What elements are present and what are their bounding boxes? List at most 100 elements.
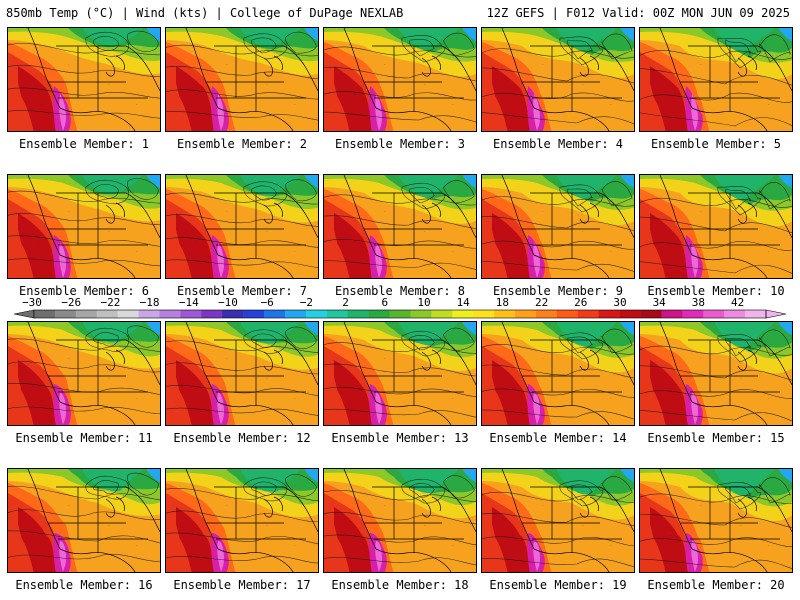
svg-text:ˊ: ˊ <box>582 525 584 531</box>
svg-text:ˊ: ˊ <box>670 535 672 541</box>
svg-text:ˋ: ˋ <box>226 64 228 70</box>
colorbar-high-arrow <box>765 309 787 319</box>
temperature-map: ˊ ˋ ˊ ˋ <box>482 28 634 131</box>
colorbar-tick-label: 2 <box>342 296 349 309</box>
ensemble-member-label: Ensemble Member: 6 <box>18 284 150 298</box>
temperature-map: ˊ ˋ ˊ ˋ <box>8 28 160 131</box>
colorbar-segment <box>494 310 516 318</box>
colorbar-segment <box>326 310 349 318</box>
temperature-map: ˊ ˋ ˊ ˋ <box>640 322 792 425</box>
temperature-colorbar: −30 −26 −22 −18 −14 −10 −6 −2 2 6 10 14 18 22 26 30 34 38… <box>13 296 787 319</box>
svg-text:ˋ: ˋ <box>542 505 544 511</box>
svg-text:ˋ: ˋ <box>610 398 612 404</box>
svg-text:ˋ: ˋ <box>542 64 544 70</box>
temperature-map: ˊ ˋ ˊ ˋ <box>166 28 318 131</box>
svg-text:ˊ: ˊ <box>512 241 514 247</box>
colorbar-tick-label: −30 <box>22 296 42 309</box>
ensemble-member-label: Ensemble Member: 3 <box>334 137 466 151</box>
ensemble-member-label: Ensemble Member: 5 <box>650 137 782 151</box>
colorbar-segment <box>34 310 56 318</box>
ensemble-member-label: Ensemble Member: 2 <box>176 137 308 151</box>
temperature-map: ˊ ˋ ˊ ˋ <box>8 322 160 425</box>
svg-text:ˊ: ˊ <box>512 94 514 100</box>
svg-text:ˊ: ˊ <box>38 94 40 100</box>
ensemble-member-label: Ensemble Member: 16 <box>15 578 153 592</box>
ensemble-member-label: Ensemble Member: 11 <box>15 431 153 445</box>
temperature-map: ˊ ˋ ˊ ˋ <box>640 175 792 278</box>
temperature-map: ˊ ˋ ˊ ˋ <box>324 469 476 572</box>
ensemble-member-label: Ensemble Member: 18 <box>331 578 469 592</box>
ensemble-panel: ˊ ˋ ˊ ˋ <box>7 174 161 279</box>
svg-text:ˊ: ˊ <box>266 378 268 384</box>
svg-text:ˋ: ˋ <box>700 211 702 217</box>
colorbar-segment <box>138 310 160 318</box>
colorbar-tick-label: 6 <box>381 296 388 309</box>
colorbar-segment <box>180 310 202 318</box>
ensemble-member-label: Ensemble Member: 10 <box>647 284 785 298</box>
svg-text:ˊ: ˊ <box>266 231 268 237</box>
colorbar-tick-label: 30 <box>613 296 626 309</box>
svg-text:ˊ: ˊ <box>354 388 356 394</box>
ensemble-panel: ˊ ˋ ˊ ˋ <box>639 468 793 573</box>
svg-text:ˊ: ˊ <box>354 535 356 541</box>
svg-text:ˋ: ˋ <box>136 104 138 110</box>
ensemble-member-label: Ensemble Member: 12 <box>173 431 311 445</box>
svg-text:ˊ: ˊ <box>108 231 110 237</box>
ensemble-member-label: Ensemble Member: 19 <box>489 578 627 592</box>
svg-text:ˊ: ˊ <box>38 388 40 394</box>
svg-text:ˊ: ˊ <box>670 388 672 394</box>
colorbar-tick-label: 34 <box>653 296 667 309</box>
svg-text:ˊ: ˊ <box>266 525 268 531</box>
svg-text:ˋ: ˋ <box>136 251 138 257</box>
ensemble-panel: ˊ ˋ ˊ ˋ <box>165 27 319 132</box>
temperature-map: ˊ ˋ ˊ ˋ <box>8 175 160 278</box>
colorbar-segment <box>410 310 432 318</box>
svg-text:ˊ: ˊ <box>108 378 110 384</box>
colorbar-tick-label: 10 <box>417 296 430 309</box>
svg-text:ˊ: ˊ <box>424 84 426 90</box>
colorbar-frame <box>33 309 767 319</box>
ensemble-panel: ˊ ˋ ˊ ˋ <box>165 174 319 279</box>
svg-text:ˋ: ˋ <box>768 545 770 551</box>
temperature-map: ˊ ˋ ˊ ˋ <box>640 469 792 572</box>
svg-text:ˋ: ˋ <box>226 358 228 364</box>
svg-text:ˊ: ˊ <box>740 84 742 90</box>
colorbar-segment <box>724 310 746 318</box>
colorbar-segment <box>619 310 641 318</box>
colorbar-segment <box>284 310 307 318</box>
temperature-map: ˊ ˋ ˊ ˋ <box>166 469 318 572</box>
svg-text:ˊ: ˊ <box>424 231 426 237</box>
svg-text:ˊ: ˊ <box>38 241 40 247</box>
ensemble-panel: ˊ ˋ ˊ ˋ <box>481 27 635 132</box>
ensemble-member-label: Ensemble Member: 14 <box>489 431 627 445</box>
svg-text:ˊ: ˊ <box>670 94 672 100</box>
temperature-map: ˊ ˋ ˊ ˋ <box>482 175 634 278</box>
colorbar-segment <box>577 310 599 318</box>
colorbar-segment <box>661 310 683 318</box>
svg-text:ˊ: ˊ <box>582 231 584 237</box>
svg-text:ˋ: ˋ <box>136 545 138 551</box>
svg-text:ˊ: ˊ <box>740 231 742 237</box>
svg-text:ˋ: ˋ <box>610 104 612 110</box>
colorbar-segment <box>159 310 181 318</box>
svg-text:ˋ: ˋ <box>294 398 296 404</box>
colorbar-segment <box>305 310 328 318</box>
svg-text:ˊ: ˊ <box>582 84 584 90</box>
svg-text:ˊ: ˊ <box>670 241 672 247</box>
header-title: 850mb Temp (°C) | Wind (kts) | College o… <box>6 6 404 20</box>
ensemble-panel: ˊ ˋ ˊ ˋ <box>639 174 793 279</box>
svg-text:ˋ: ˋ <box>68 64 70 70</box>
colorbar-low-arrow <box>13 309 35 319</box>
colorbar-tick-label: −26 <box>61 296 81 309</box>
colorbar-tick-label: −18 <box>140 296 160 309</box>
svg-text:ˋ: ˋ <box>768 251 770 257</box>
svg-text:ˋ: ˋ <box>68 505 70 511</box>
svg-text:ˋ: ˋ <box>68 211 70 217</box>
svg-text:ˋ: ˋ <box>610 545 612 551</box>
ensemble-panel: ˊ ˋ ˊ ˋ <box>165 468 319 573</box>
ensemble-panel: ˊ ˋ ˊ ˋ <box>7 27 161 132</box>
colorbar-segment <box>515 310 537 318</box>
svg-text:ˋ: ˋ <box>294 104 296 110</box>
colorbar-segment <box>243 310 265 318</box>
colorbar-segment <box>117 310 139 318</box>
